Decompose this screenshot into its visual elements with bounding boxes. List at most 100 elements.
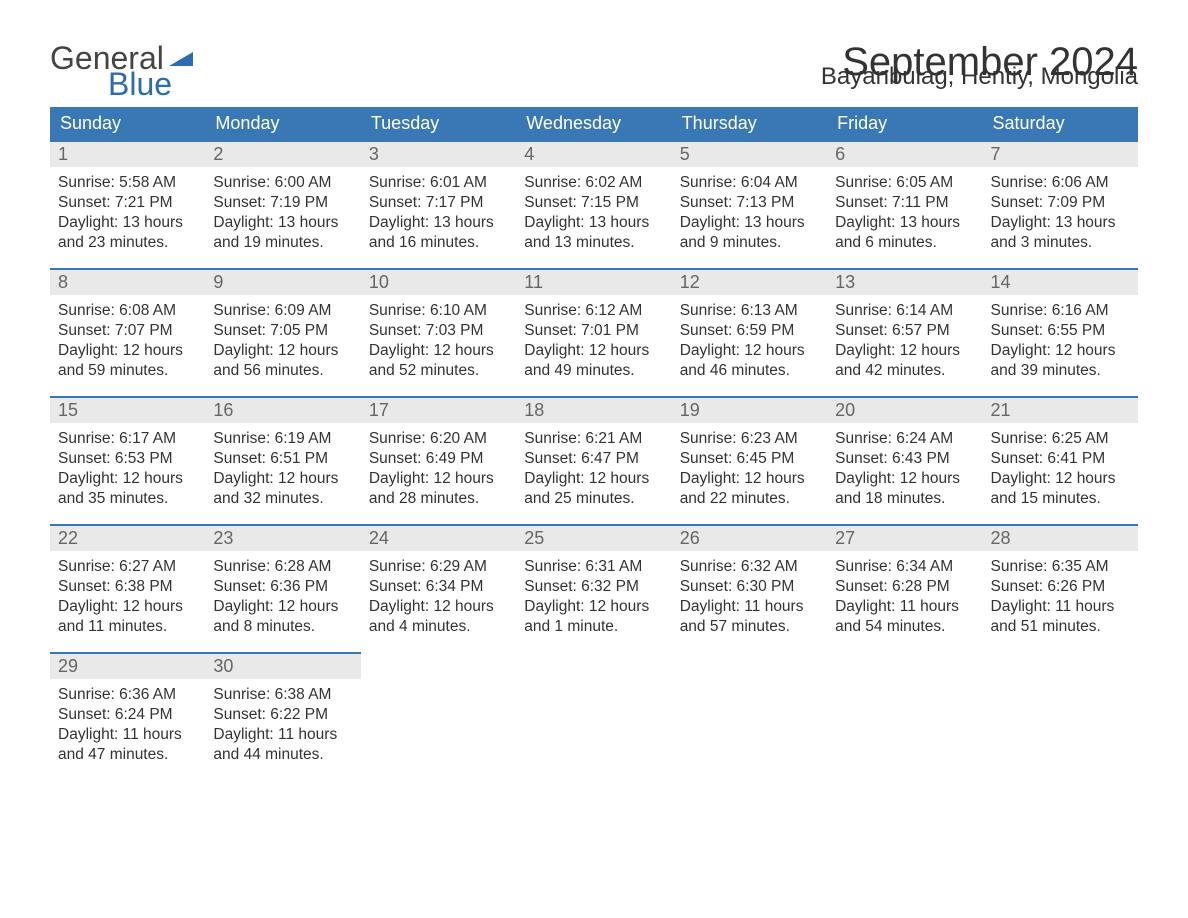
day-number: 19: [672, 398, 827, 423]
calendar-cell: 24Sunrise: 6:29 AMSunset: 6:34 PMDayligh…: [361, 524, 516, 652]
calendar-cell: 10Sunrise: 6:10 AMSunset: 7:03 PMDayligh…: [361, 268, 516, 396]
day-number: 16: [205, 398, 360, 423]
day-details: Sunrise: 6:35 AMSunset: 6:26 PMDaylight:…: [983, 551, 1138, 652]
calendar-cell: 19Sunrise: 6:23 AMSunset: 6:45 PMDayligh…: [672, 396, 827, 524]
day-number: 4: [516, 142, 671, 167]
day-details: Sunrise: 6:13 AMSunset: 6:59 PMDaylight:…: [672, 295, 827, 396]
day-details: Sunrise: 6:34 AMSunset: 6:28 PMDaylight:…: [827, 551, 982, 652]
day-number: 5: [672, 142, 827, 167]
day-details: Sunrise: 6:36 AMSunset: 6:24 PMDaylight:…: [50, 679, 205, 780]
day-number: 21: [983, 398, 1138, 423]
day-details: Sunrise: 6:25 AMSunset: 6:41 PMDaylight:…: [983, 423, 1138, 524]
day-details: Sunrise: 6:05 AMSunset: 7:11 PMDaylight:…: [827, 167, 982, 268]
day-number: 10: [361, 270, 516, 295]
day-details: Sunrise: 6:08 AMSunset: 7:07 PMDaylight:…: [50, 295, 205, 396]
day-number: 25: [516, 526, 671, 551]
day-number: 18: [516, 398, 671, 423]
day-number: 17: [361, 398, 516, 423]
day-number: 22: [50, 526, 205, 551]
day-number: 13: [827, 270, 982, 295]
location-label: Bayanbulag, Hentiy, Mongolia: [821, 63, 1138, 91]
calendar-cell: 11Sunrise: 6:12 AMSunset: 7:01 PMDayligh…: [516, 268, 671, 396]
calendar-cell: 1Sunrise: 5:58 AMSunset: 7:21 PMDaylight…: [50, 140, 205, 268]
day-details: Sunrise: 6:28 AMSunset: 6:36 PMDaylight:…: [205, 551, 360, 652]
calendar-cell: 5Sunrise: 6:04 AMSunset: 7:13 PMDaylight…: [672, 140, 827, 268]
calendar-cell: 2Sunrise: 6:00 AMSunset: 7:19 PMDaylight…: [205, 140, 360, 268]
day-details: Sunrise: 6:21 AMSunset: 6:47 PMDaylight:…: [516, 423, 671, 524]
day-details: Sunrise: 6:31 AMSunset: 6:32 PMDaylight:…: [516, 551, 671, 652]
weekday-header: Tuesday: [361, 107, 516, 140]
day-number: 9: [205, 270, 360, 295]
day-number: 8: [50, 270, 205, 295]
day-details: Sunrise: 6:00 AMSunset: 7:19 PMDaylight:…: [205, 167, 360, 268]
calendar-cell: 4Sunrise: 6:02 AMSunset: 7:15 PMDaylight…: [516, 140, 671, 268]
calendar-cell: 15Sunrise: 6:17 AMSunset: 6:53 PMDayligh…: [50, 396, 205, 524]
calendar-cell: 16Sunrise: 6:19 AMSunset: 6:51 PMDayligh…: [205, 396, 360, 524]
weekday-header: Friday: [827, 107, 982, 140]
calendar-cell: 21Sunrise: 6:25 AMSunset: 6:41 PMDayligh…: [983, 396, 1138, 524]
calendar-cell: [361, 652, 516, 780]
day-number: 28: [983, 526, 1138, 551]
calendar-cell: 6Sunrise: 6:05 AMSunset: 7:11 PMDaylight…: [827, 140, 982, 268]
weekday-header: Monday: [205, 107, 360, 140]
day-details: Sunrise: 6:04 AMSunset: 7:13 PMDaylight:…: [672, 167, 827, 268]
day-number: 24: [361, 526, 516, 551]
calendar-cell: [983, 652, 1138, 780]
day-details: Sunrise: 6:23 AMSunset: 6:45 PMDaylight:…: [672, 423, 827, 524]
day-number: 12: [672, 270, 827, 295]
calendar-cell: 9Sunrise: 6:09 AMSunset: 7:05 PMDaylight…: [205, 268, 360, 396]
calendar-cell: 12Sunrise: 6:13 AMSunset: 6:59 PMDayligh…: [672, 268, 827, 396]
calendar-cell: 8Sunrise: 6:08 AMSunset: 7:07 PMDaylight…: [50, 268, 205, 396]
weekday-header: Thursday: [672, 107, 827, 140]
day-details: Sunrise: 6:19 AMSunset: 6:51 PMDaylight:…: [205, 423, 360, 524]
weekday-header: Saturday: [983, 107, 1138, 140]
day-number: 14: [983, 270, 1138, 295]
calendar-cell: 14Sunrise: 6:16 AMSunset: 6:55 PMDayligh…: [983, 268, 1138, 396]
day-number: 26: [672, 526, 827, 551]
calendar-cell: [672, 652, 827, 780]
day-details: Sunrise: 6:09 AMSunset: 7:05 PMDaylight:…: [205, 295, 360, 396]
calendar-cell: [516, 652, 671, 780]
weekday-header: Wednesday: [516, 107, 671, 140]
day-details: Sunrise: 6:12 AMSunset: 7:01 PMDaylight:…: [516, 295, 671, 396]
calendar-cell: 28Sunrise: 6:35 AMSunset: 6:26 PMDayligh…: [983, 524, 1138, 652]
day-number: 20: [827, 398, 982, 423]
day-details: Sunrise: 6:27 AMSunset: 6:38 PMDaylight:…: [50, 551, 205, 652]
day-number: 6: [827, 142, 982, 167]
day-number: 11: [516, 270, 671, 295]
calendar-cell: 17Sunrise: 6:20 AMSunset: 6:49 PMDayligh…: [361, 396, 516, 524]
day-details: Sunrise: 6:38 AMSunset: 6:22 PMDaylight:…: [205, 679, 360, 780]
day-details: Sunrise: 6:16 AMSunset: 6:55 PMDaylight:…: [983, 295, 1138, 396]
day-number: 2: [205, 142, 360, 167]
calendar-cell: 20Sunrise: 6:24 AMSunset: 6:43 PMDayligh…: [827, 396, 982, 524]
day-number: 15: [50, 398, 205, 423]
calendar-cell: 29Sunrise: 6:36 AMSunset: 6:24 PMDayligh…: [50, 652, 205, 780]
day-details: Sunrise: 6:29 AMSunset: 6:34 PMDaylight:…: [361, 551, 516, 652]
day-number: 1: [50, 142, 205, 167]
day-number: 30: [205, 654, 360, 679]
day-number: 27: [827, 526, 982, 551]
day-details: Sunrise: 6:32 AMSunset: 6:30 PMDaylight:…: [672, 551, 827, 652]
day-number: 23: [205, 526, 360, 551]
calendar-cell: 7Sunrise: 6:06 AMSunset: 7:09 PMDaylight…: [983, 140, 1138, 268]
calendar-cell: 23Sunrise: 6:28 AMSunset: 6:36 PMDayligh…: [205, 524, 360, 652]
calendar-cell: 13Sunrise: 6:14 AMSunset: 6:57 PMDayligh…: [827, 268, 982, 396]
day-details: Sunrise: 5:58 AMSunset: 7:21 PMDaylight:…: [50, 167, 205, 268]
calendar-cell: 22Sunrise: 6:27 AMSunset: 6:38 PMDayligh…: [50, 524, 205, 652]
logo-text-blue: Blue: [108, 66, 172, 103]
day-details: Sunrise: 6:17 AMSunset: 6:53 PMDaylight:…: [50, 423, 205, 524]
calendar-cell: 3Sunrise: 6:01 AMSunset: 7:17 PMDaylight…: [361, 140, 516, 268]
day-details: Sunrise: 6:01 AMSunset: 7:17 PMDaylight:…: [361, 167, 516, 268]
day-details: Sunrise: 6:14 AMSunset: 6:57 PMDaylight:…: [827, 295, 982, 396]
day-details: Sunrise: 6:06 AMSunset: 7:09 PMDaylight:…: [983, 167, 1138, 268]
day-details: Sunrise: 6:02 AMSunset: 7:15 PMDaylight:…: [516, 167, 671, 268]
day-number: 3: [361, 142, 516, 167]
calendar-cell: 25Sunrise: 6:31 AMSunset: 6:32 PMDayligh…: [516, 524, 671, 652]
day-details: Sunrise: 6:10 AMSunset: 7:03 PMDaylight:…: [361, 295, 516, 396]
calendar-cell: 30Sunrise: 6:38 AMSunset: 6:22 PMDayligh…: [205, 652, 360, 780]
calendar-table: SundayMondayTuesdayWednesdayThursdayFrid…: [50, 107, 1138, 780]
day-details: Sunrise: 6:24 AMSunset: 6:43 PMDaylight:…: [827, 423, 982, 524]
calendar-cell: 26Sunrise: 6:32 AMSunset: 6:30 PMDayligh…: [672, 524, 827, 652]
weekday-header: Sunday: [50, 107, 205, 140]
calendar-cell: [827, 652, 982, 780]
